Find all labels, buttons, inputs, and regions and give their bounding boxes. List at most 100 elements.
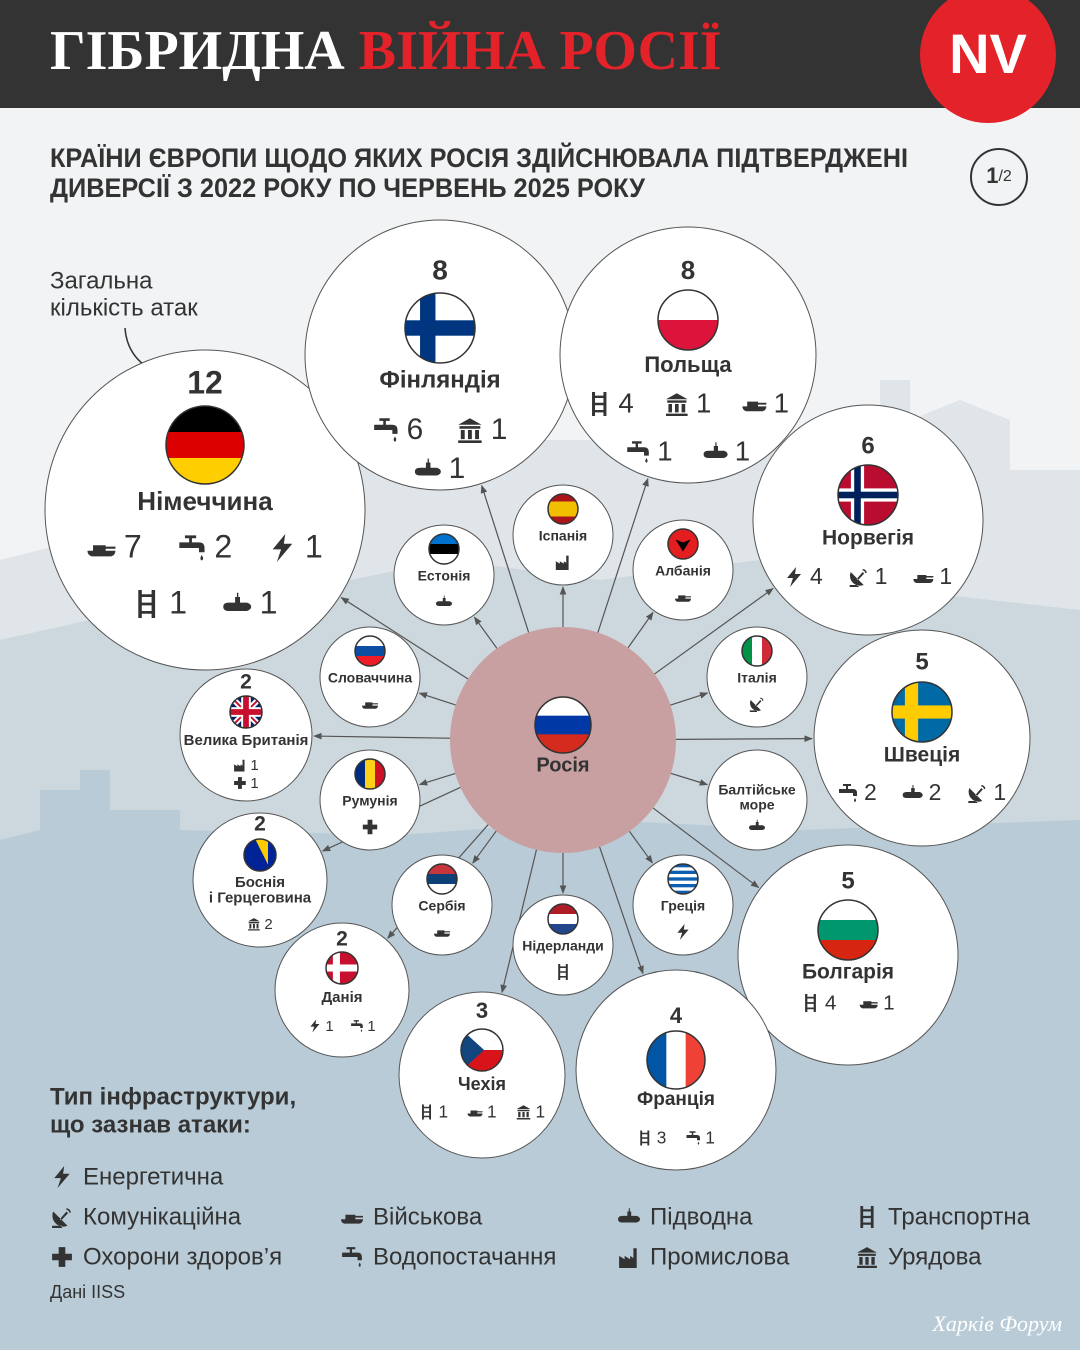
flag-part bbox=[668, 887, 698, 892]
flag bbox=[838, 465, 898, 525]
flag bbox=[668, 529, 698, 559]
icon bbox=[310, 1019, 320, 1033]
source: Дані IISS bbox=[50, 1282, 125, 1302]
country-circle bbox=[391, 854, 493, 956]
country-name: Фінляндія bbox=[379, 366, 500, 393]
country-node: 3 Чехія 1 1 1 bbox=[398, 991, 566, 1159]
legend-label: Підводна bbox=[650, 1203, 753, 1230]
country-name: Данія bbox=[321, 989, 362, 1006]
flag-outline bbox=[426, 863, 458, 895]
flag-part bbox=[818, 900, 878, 921]
country-name: Нідерланди bbox=[522, 938, 604, 954]
icon bbox=[749, 819, 765, 830]
attack-count: 3 bbox=[657, 1128, 667, 1148]
flag-part bbox=[548, 914, 578, 925]
icon bbox=[749, 697, 764, 712]
country-circle bbox=[44, 349, 366, 671]
icon bbox=[968, 785, 986, 803]
icon bbox=[52, 1208, 71, 1228]
flag-part bbox=[535, 734, 591, 753]
country-name: Норвегія bbox=[822, 527, 914, 550]
flag bbox=[166, 406, 244, 484]
flag-part bbox=[548, 904, 578, 915]
attack-count: 4 bbox=[618, 387, 633, 418]
country-name: Албанія bbox=[655, 563, 711, 579]
flag-part bbox=[668, 874, 698, 878]
attack-count: 1 bbox=[535, 1102, 545, 1122]
attack-total: 6 bbox=[861, 432, 874, 459]
icon bbox=[179, 535, 205, 561]
attack-count: 1 bbox=[439, 1102, 449, 1122]
icon bbox=[742, 401, 767, 412]
flag-part bbox=[355, 636, 385, 647]
country-node: Албанія bbox=[632, 519, 734, 621]
icon bbox=[859, 1001, 878, 1009]
icon bbox=[913, 575, 934, 583]
country-name: Чехія bbox=[458, 1074, 506, 1094]
country-node: Греція bbox=[632, 854, 734, 956]
country-circle bbox=[274, 922, 410, 1058]
flag-part bbox=[668, 864, 698, 868]
country-node: 4 Франція 3 1 bbox=[575, 969, 777, 1171]
icon bbox=[839, 784, 858, 802]
flag-part bbox=[230, 709, 262, 715]
country-name: Боснія bbox=[235, 874, 285, 891]
icon bbox=[516, 1105, 531, 1120]
flag-part bbox=[685, 1031, 705, 1089]
flag bbox=[244, 839, 276, 871]
attack-count: 4 bbox=[810, 563, 823, 589]
legend-label: Охорони здоров’я bbox=[83, 1243, 282, 1270]
flag-outline bbox=[165, 405, 245, 485]
attack-total: 12 bbox=[187, 364, 223, 400]
attack-total: 5 bbox=[841, 867, 854, 894]
flag-outline bbox=[229, 695, 263, 729]
flag-outline bbox=[741, 635, 773, 667]
flag bbox=[742, 636, 772, 666]
icon bbox=[555, 555, 569, 570]
flag bbox=[668, 864, 698, 894]
legend-title: Тип інфраструктури, bbox=[50, 1083, 296, 1110]
flag-part bbox=[548, 501, 578, 510]
icon bbox=[223, 592, 252, 611]
title-part: ГІБРИДНА bbox=[50, 20, 345, 82]
legend-label: Комунікаційна bbox=[83, 1203, 242, 1230]
country-node: 6 Норвегія 4 1 1 bbox=[752, 404, 984, 636]
flag-part bbox=[355, 759, 366, 789]
flag-part bbox=[429, 554, 459, 564]
country-circle bbox=[393, 524, 495, 626]
icon bbox=[341, 1214, 363, 1224]
flag-part bbox=[429, 544, 459, 555]
attack-count: 1 bbox=[487, 1102, 497, 1122]
country-node: Сербія bbox=[391, 854, 493, 956]
country-node: Нідерланди bbox=[512, 894, 614, 996]
flag-outline bbox=[667, 528, 699, 560]
country-node: Словаччина bbox=[319, 626, 421, 728]
flag-outline bbox=[657, 289, 719, 351]
flag-outline bbox=[837, 464, 899, 526]
icon bbox=[234, 759, 245, 772]
country-node: Естонія bbox=[393, 524, 495, 626]
icon bbox=[627, 441, 649, 463]
attack-total: 5 bbox=[915, 648, 928, 675]
icon bbox=[54, 1166, 70, 1188]
icon bbox=[640, 1130, 650, 1146]
flag bbox=[818, 900, 878, 960]
icon bbox=[422, 1104, 432, 1120]
icon bbox=[805, 994, 816, 1012]
flag-part bbox=[666, 1031, 687, 1089]
country-name: Франція bbox=[637, 1089, 715, 1110]
country-name: море bbox=[739, 796, 774, 812]
legend-label: Промислова bbox=[650, 1243, 790, 1270]
icon bbox=[434, 930, 450, 937]
icon bbox=[677, 924, 689, 940]
flag-part bbox=[365, 759, 376, 789]
flag-part bbox=[668, 884, 698, 888]
country-node: Іспанія bbox=[512, 484, 614, 586]
country-circle bbox=[706, 626, 808, 728]
icon bbox=[902, 785, 923, 798]
attack-count: 2 bbox=[214, 529, 232, 565]
icon bbox=[87, 545, 116, 557]
